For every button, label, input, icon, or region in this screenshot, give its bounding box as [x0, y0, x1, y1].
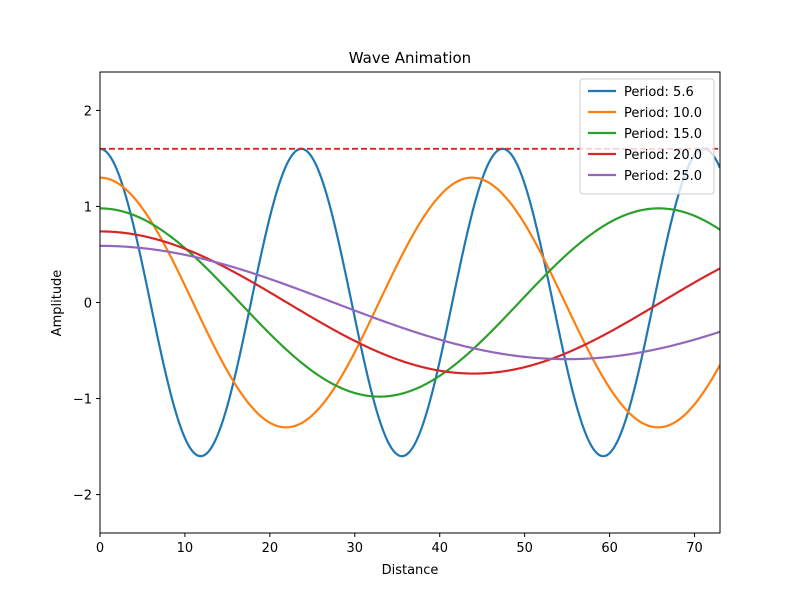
legend-label: Period: 5.6 [624, 85, 694, 100]
axes-frame [99, 71, 721, 534]
x-tick-label: 50 [516, 541, 533, 556]
series-line-5 [100, 244, 720, 361]
legend-label: Period: 10.0 [624, 106, 702, 121]
x-tick-label: 60 [601, 541, 618, 556]
series-line-1 [100, 147, 720, 458]
x-tick-label: 0 [96, 541, 104, 556]
x-axis-label: Distance [382, 563, 439, 578]
legend: Period: 5.6 Period: 10.0 Period: 15.0 Perio… [579, 78, 715, 195]
y-tick-label: −1 [73, 393, 92, 408]
y-axis-label: Amplitude [50, 270, 65, 337]
x-tick-label: 10 [177, 541, 194, 556]
x-tick-label: 30 [347, 541, 364, 556]
legend-label: Period: 25.0 [624, 169, 702, 184]
y-tick-label: 2 [84, 104, 92, 119]
legend-box [579, 78, 715, 195]
series-line-4 [100, 230, 720, 375]
series-line-2 [100, 176, 720, 429]
legend-label: Period: 20.0 [624, 148, 702, 163]
x-tick-label: 20 [262, 541, 279, 556]
chart-title: Wave Animation [349, 49, 471, 67]
x-tick-label: 40 [431, 541, 448, 556]
axis-ticks: 0 10 20 30 40 50 60 70 −2 −1 0 1 2 [73, 104, 703, 556]
x-tick-label: 70 [686, 541, 703, 556]
y-tick-label: 1 [84, 200, 92, 215]
legend-label: Period: 15.0 [624, 127, 702, 142]
y-tick-label: −2 [73, 489, 92, 504]
y-tick-label: 0 [84, 297, 92, 312]
plot-area [100, 147, 720, 458]
series-line-3 [100, 207, 720, 398]
